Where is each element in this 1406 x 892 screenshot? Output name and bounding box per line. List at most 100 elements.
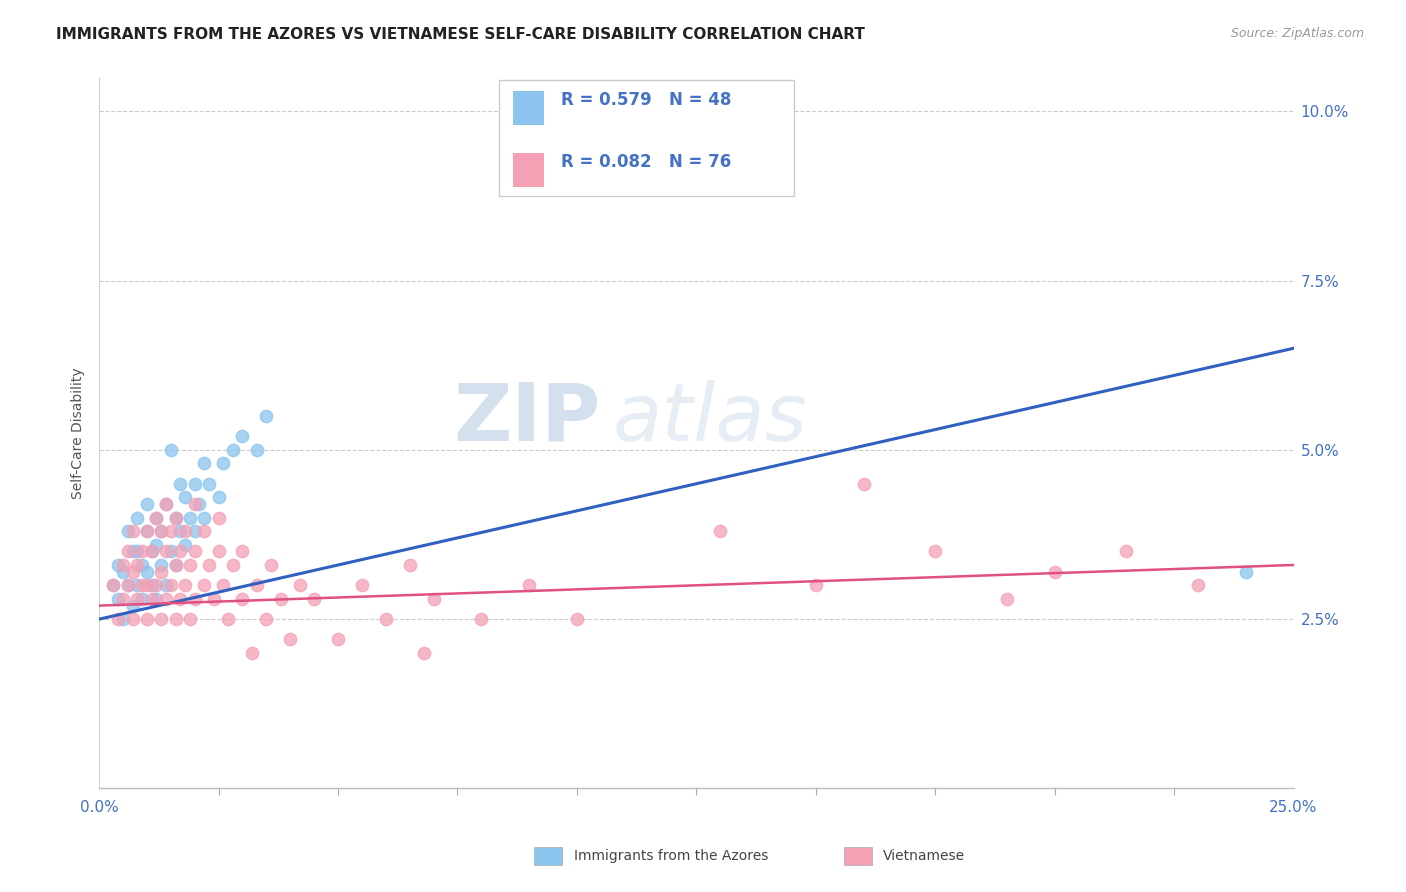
Point <box>135 578 157 592</box>
Point <box>131 591 153 606</box>
Point <box>183 476 205 491</box>
Point <box>159 524 181 538</box>
Text: Vietnamese: Vietnamese <box>883 849 965 863</box>
Point <box>254 612 277 626</box>
Point <box>145 591 167 606</box>
Point <box>131 544 153 558</box>
Point <box>202 591 225 606</box>
Point <box>145 510 167 524</box>
Point <box>141 544 163 558</box>
Point <box>413 646 436 660</box>
Point <box>121 599 143 613</box>
Point <box>470 612 492 626</box>
Point <box>207 544 229 558</box>
Point <box>183 497 205 511</box>
Point <box>174 524 197 538</box>
Point <box>231 544 253 558</box>
Point <box>374 612 396 626</box>
Point <box>121 565 143 579</box>
Point <box>111 558 134 572</box>
Point <box>111 612 134 626</box>
Point <box>174 490 197 504</box>
Point <box>852 476 875 491</box>
Point <box>165 558 187 572</box>
Point <box>193 510 215 524</box>
Point <box>995 591 1018 606</box>
Point <box>141 544 163 558</box>
Point <box>141 578 163 592</box>
Point <box>135 565 157 579</box>
Point <box>155 591 177 606</box>
Point <box>270 591 292 606</box>
Point <box>159 544 181 558</box>
Point <box>165 510 187 524</box>
Point <box>131 578 153 592</box>
Point <box>155 578 177 592</box>
Point <box>193 524 215 538</box>
Point <box>1234 565 1257 579</box>
Point <box>103 578 125 592</box>
Point <box>117 544 139 558</box>
Point <box>165 612 187 626</box>
Text: Source: ZipAtlas.com: Source: ZipAtlas.com <box>1230 27 1364 40</box>
Point <box>217 612 239 626</box>
Point <box>145 538 167 552</box>
Point <box>135 524 157 538</box>
Point <box>231 591 253 606</box>
Point <box>150 524 173 538</box>
Point <box>127 510 149 524</box>
Point <box>111 565 134 579</box>
Point <box>709 524 731 538</box>
Point <box>145 510 167 524</box>
Point <box>288 578 311 592</box>
Text: Immigrants from the Azores: Immigrants from the Azores <box>574 849 768 863</box>
Point <box>150 524 173 538</box>
Point <box>193 578 215 592</box>
Y-axis label: Self-Care Disability: Self-Care Disability <box>72 368 86 499</box>
Point <box>198 558 221 572</box>
Point <box>121 524 143 538</box>
Point <box>165 558 187 572</box>
Point <box>193 457 215 471</box>
Point <box>565 612 588 626</box>
Point <box>169 524 191 538</box>
Point <box>207 490 229 504</box>
Point <box>127 558 149 572</box>
Point <box>121 544 143 558</box>
Point <box>183 544 205 558</box>
Point <box>107 612 129 626</box>
Text: R = 0.082   N = 76: R = 0.082 N = 76 <box>561 153 731 171</box>
Point <box>1115 544 1137 558</box>
Point <box>169 544 191 558</box>
Text: IMMIGRANTS FROM THE AZORES VS VIETNAMESE SELF-CARE DISABILITY CORRELATION CHART: IMMIGRANTS FROM THE AZORES VS VIETNAMESE… <box>56 27 865 42</box>
Point <box>159 578 181 592</box>
Text: R = 0.579   N = 48: R = 0.579 N = 48 <box>561 91 731 109</box>
Point <box>1187 578 1209 592</box>
Point <box>111 591 134 606</box>
Point <box>179 558 201 572</box>
Point <box>222 442 245 457</box>
Point <box>246 578 269 592</box>
Point <box>127 544 149 558</box>
Point <box>131 558 153 572</box>
Point <box>198 476 221 491</box>
Point <box>135 497 157 511</box>
Point <box>169 476 191 491</box>
Point <box>107 558 129 572</box>
Point <box>121 612 143 626</box>
Point <box>159 442 181 457</box>
Point <box>135 524 157 538</box>
Point <box>150 565 173 579</box>
Point <box>155 497 177 511</box>
Point <box>174 578 197 592</box>
Point <box>165 510 187 524</box>
Point <box>326 632 349 647</box>
Point <box>183 591 205 606</box>
Text: atlas: atlas <box>613 380 807 458</box>
Point <box>254 409 277 423</box>
Point <box>231 429 253 443</box>
Point <box>155 544 177 558</box>
Point <box>155 497 177 511</box>
Point <box>179 612 201 626</box>
Point <box>350 578 373 592</box>
